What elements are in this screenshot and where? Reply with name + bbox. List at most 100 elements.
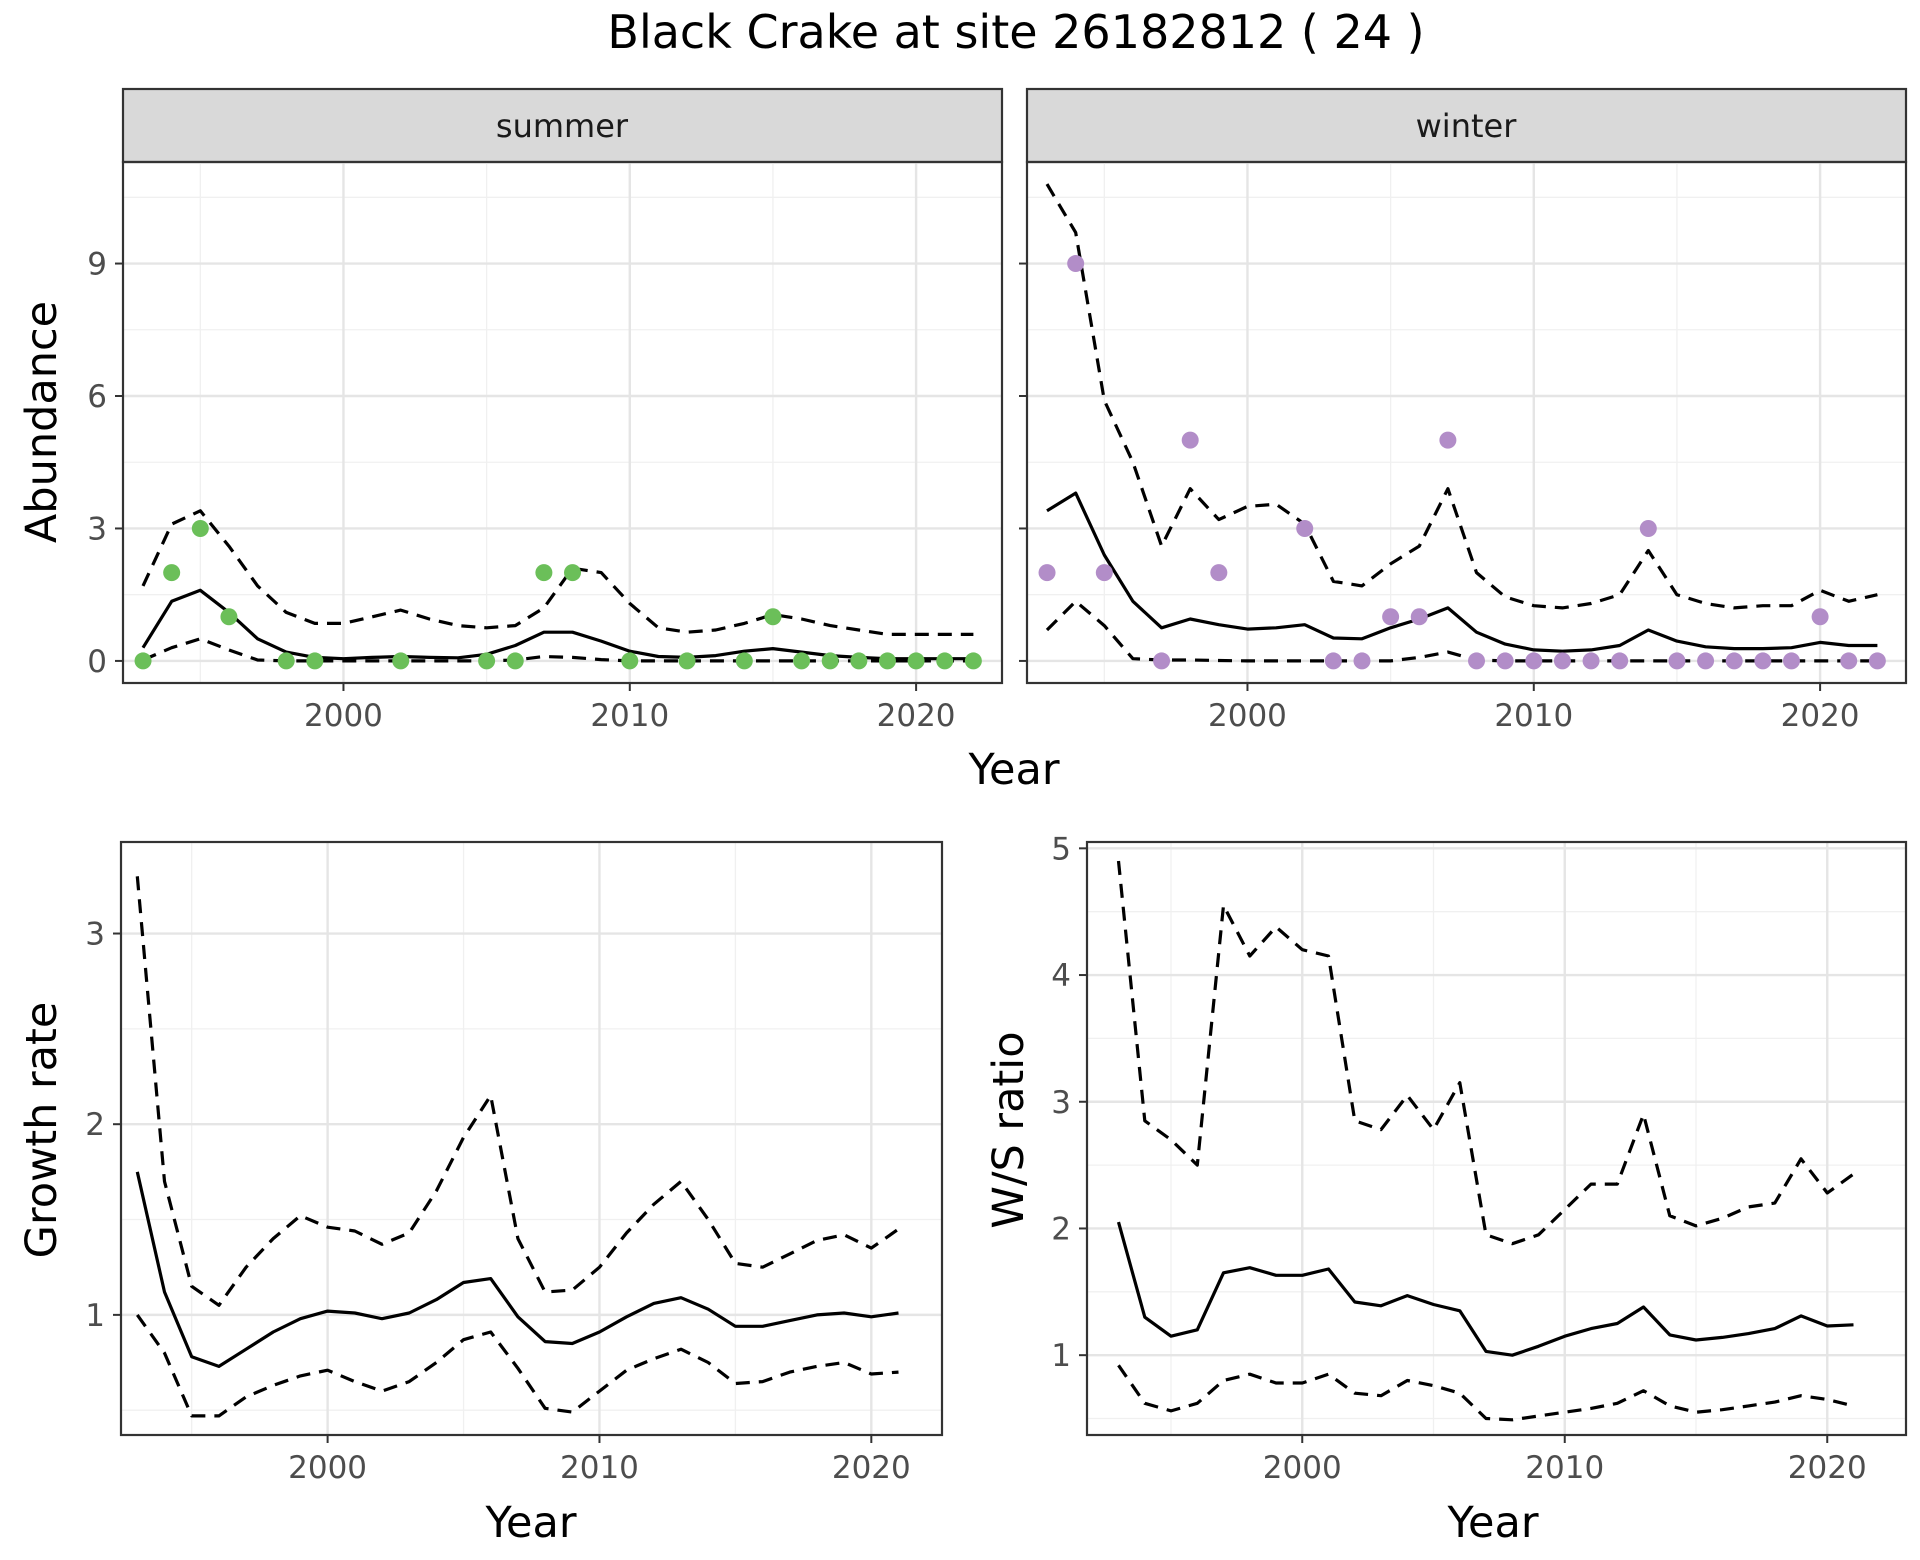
winter-data-point — [1153, 652, 1171, 670]
summer-data-point — [850, 652, 868, 670]
summer-data-point — [764, 608, 782, 626]
winter-data-point — [1553, 652, 1571, 670]
plot-summer: 2000 2010 2020 0 3 6 9 — [87, 160, 1004, 734]
growth-mean-line — [135, 1171, 899, 1368]
summer-y-tick-label: 6 — [87, 379, 107, 415]
winter-data-point — [1439, 431, 1457, 449]
summer-data-point — [134, 652, 152, 670]
summer-y-tick-label: 3 — [87, 511, 107, 547]
strip-label-summer: summer — [496, 107, 629, 145]
summer-x-tick-label: 2000 — [304, 698, 383, 734]
growth-x-tick-label: 2010 — [560, 1450, 639, 1486]
figure-title: Black Crake at site 26182812 ( 24 ) — [607, 5, 1424, 59]
ws-ratio-y-tick-label: 5 — [1051, 831, 1071, 867]
summer-y-tick-label: 0 — [87, 644, 107, 680]
winter-panel-border — [1025, 160, 1908, 685]
summer-data-point — [936, 652, 954, 670]
y-axis-title-growth: Growth rate — [17, 1002, 67, 1259]
x-axis-title-top: Year — [967, 745, 1059, 795]
summer-data-point — [478, 652, 496, 670]
summer-data-point — [564, 564, 582, 582]
winter-data-point — [1382, 608, 1400, 626]
plot-winter: 2000 2010 2020 — [1019, 160, 1908, 734]
panel-ws-ratio: 2000 2010 2020 1 2 3 4 5 — [1051, 831, 1908, 1486]
summer-data-point — [277, 652, 295, 670]
winter-data-point — [1468, 652, 1486, 670]
ws-ratio-panel-border — [1085, 840, 1908, 1437]
summer-x-tick-label: 2020 — [877, 698, 956, 734]
y-axis-title-abundance: Abundance — [17, 301, 67, 543]
winter-data-point — [1324, 652, 1342, 670]
winter-data-point — [1639, 519, 1657, 537]
strip-summer — [121, 87, 1004, 164]
ws-ratio-y-tick-label: 4 — [1051, 958, 1071, 994]
growth-y-tick-label: 2 — [85, 1107, 105, 1143]
ws-ratio-lower-line — [1117, 1364, 1854, 1422]
winter-data-point — [1181, 431, 1199, 449]
growth-y-tick-label: 1 — [85, 1298, 105, 1334]
winter-data-point — [1296, 519, 1314, 537]
summer-data-point — [907, 652, 925, 670]
x-axis-title-growth: Year — [484, 1498, 576, 1548]
summer-y-tick-label: 9 — [87, 247, 107, 283]
panel-growth: 2000 2010 2020 1 2 3 — [85, 840, 944, 1486]
strip-label-winter: winter — [1416, 107, 1518, 145]
strip-winter — [1025, 87, 1908, 164]
y-axis-title-ws-ratio: W/S ratio — [984, 1031, 1034, 1228]
plot-ws-ratio: 2000 2010 2020 1 2 3 4 5 — [1051, 831, 1908, 1486]
winter-data-point — [1582, 652, 1600, 670]
winter-x-tick-label: 2010 — [1494, 698, 1573, 734]
winter-data-point — [1095, 564, 1113, 582]
growth-y-tick-label: 3 — [85, 917, 105, 953]
ws-ratio-y-tick-label: 3 — [1051, 1085, 1071, 1121]
ws-ratio-upper-line — [1116, 860, 1855, 1246]
winter-x-tick-label: 2020 — [1781, 698, 1860, 734]
summer-data-point — [621, 652, 639, 670]
winter-mean-line — [1046, 491, 1878, 653]
ws-ratio-y-tick-label: 1 — [1051, 1338, 1071, 1374]
summer-data-point — [678, 652, 696, 670]
winter-data-point — [1782, 652, 1800, 670]
summer-data-point — [306, 652, 324, 670]
summer-data-point — [793, 652, 811, 670]
plot-growth: 2000 2010 2020 1 2 3 — [85, 840, 944, 1486]
winter-data-point — [1668, 652, 1686, 670]
winter-x-tick-label: 2000 — [1208, 698, 1287, 734]
summer-data-point — [735, 652, 753, 670]
winter-data-point — [1840, 652, 1858, 670]
winter-data-point — [1210, 564, 1228, 582]
summer-data-point — [163, 564, 181, 582]
summer-data-point — [506, 652, 524, 670]
winter-upper-line — [1045, 183, 1878, 610]
summer-data-point — [535, 564, 553, 582]
summer-data-point — [821, 652, 839, 670]
summer-data-point — [878, 652, 896, 670]
winter-data-point — [1611, 652, 1629, 670]
ws-ratio-mean-line — [1116, 1221, 1854, 1357]
summer-data-point — [392, 652, 410, 670]
ws-ratio-x-tick-label: 2010 — [1525, 1450, 1604, 1486]
growth-panel-border — [119, 840, 944, 1437]
winter-data-point — [1496, 652, 1514, 670]
winter-data-point — [1697, 652, 1715, 670]
summer-panel-border — [121, 160, 1004, 685]
winter-data-point — [1725, 652, 1743, 670]
panel-summer: summer 2000 2010 2020 0 3 6 9 — [87, 87, 1004, 734]
winter-data-point — [1038, 564, 1056, 582]
winter-lower-line — [1045, 599, 1878, 663]
ws-ratio-x-tick-label: 2020 — [1788, 1450, 1867, 1486]
panel-winter: winter 2000 2010 2020 — [1019, 87, 1908, 734]
winter-data-point — [1525, 652, 1543, 670]
summer-data-point — [220, 608, 238, 626]
winter-data-point — [1067, 255, 1085, 273]
summer-data-point — [191, 519, 209, 537]
winter-data-point — [1754, 652, 1772, 670]
growth-lower-line — [135, 1313, 899, 1418]
summer-data-point — [964, 652, 982, 670]
x-axis-title-ws-ratio: Year — [1446, 1498, 1538, 1548]
winter-data-point — [1811, 608, 1829, 626]
summer-x-tick-label: 2010 — [590, 698, 669, 734]
winter-data-point — [1868, 652, 1886, 670]
summer-upper-line — [141, 509, 974, 636]
